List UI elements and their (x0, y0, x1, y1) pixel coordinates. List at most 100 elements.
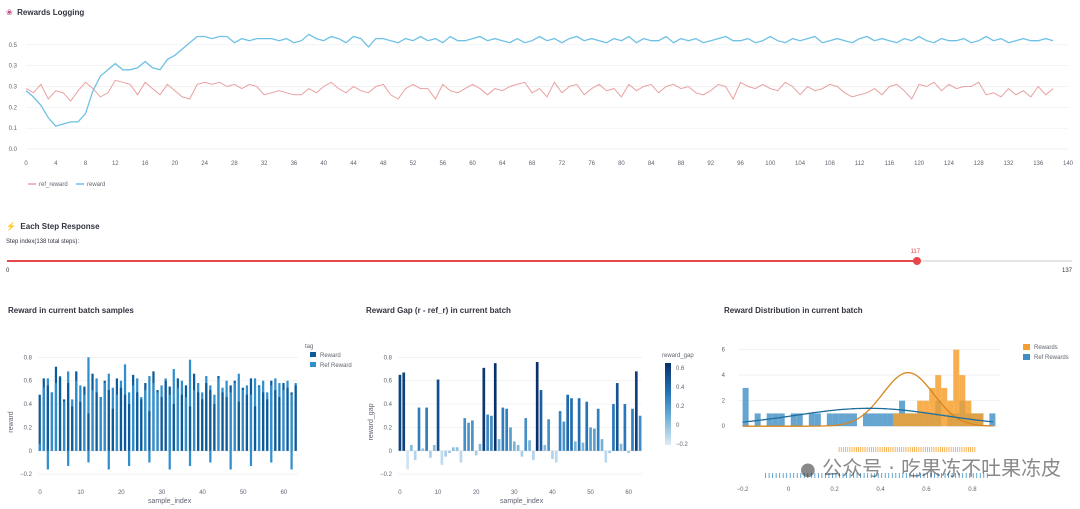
y-tick-label: 0 (722, 424, 726, 430)
dist-chart-title: Reward Distribution in current batch (724, 306, 863, 315)
gap-bar (612, 404, 615, 451)
bar-ref-reward (188, 359, 192, 451)
bar-reward (123, 394, 127, 451)
gap-chart-x-title: sample_index (500, 498, 544, 505)
bar-reward (58, 377, 62, 451)
x-tick-label: 76 (588, 161, 595, 167)
legend-swatch-ref-rewards (1023, 354, 1030, 360)
x-tick-label: 44 (350, 161, 357, 167)
x-tick-label: 60 (625, 490, 632, 496)
bar-reward (67, 383, 70, 451)
x-tick-label: 104 (795, 161, 806, 167)
x-tick-label: 50 (587, 490, 594, 496)
hist-bar-ref-rewards (887, 413, 894, 427)
gap-bar (444, 450, 448, 457)
x-tick-label: 112 (855, 161, 865, 167)
bar-chart-legend[interactable]: tag Reward Ref Reward (305, 344, 352, 369)
x-tick-label: 0 (787, 487, 791, 493)
bar-reward (140, 399, 143, 451)
legend-label-reward: reward (87, 182, 105, 188)
slider-thumb[interactable] (912, 257, 921, 265)
gap-bar (467, 422, 470, 451)
hist-bar-ref-rewards (881, 413, 888, 427)
x-tick-label: 56 (439, 161, 446, 167)
bar-chart-bars (38, 357, 297, 470)
gap-bar (429, 450, 432, 458)
bar-ref-reward-negative (270, 450, 273, 463)
bar-ref-reward (270, 385, 273, 451)
bar-reward (164, 380, 167, 451)
dist-chart-legend[interactable]: Rewards Ref Rewards (1023, 344, 1069, 361)
line-chart-series (25, 33, 1054, 127)
hist-bar-ref-rewards (742, 387, 749, 427)
density-curve-ref-rewards (742, 407, 994, 423)
line-chart-y-ticks: 0.0 0.1 0.2 0.3 0.3 0.5 (9, 43, 18, 153)
bar-ref-reward (184, 397, 188, 451)
hist-bar-ref-rewards (850, 413, 857, 427)
bar-ref-reward (217, 378, 220, 451)
x-tick-label: 60 (280, 490, 287, 496)
x-tick-label: 80 (618, 161, 625, 167)
reward-gap-chart: −0.2 0 0.2 0.4 0.6 0.8 0 10 20 30 40 50 60 sample_i… (368, 353, 694, 505)
gap-bar (589, 427, 592, 451)
step-index-slider[interactable]: 117 0 137 (6, 249, 1072, 277)
x-tick-label: 8 (84, 161, 88, 167)
bar-reward (119, 387, 123, 451)
x-tick-label: 30 (159, 490, 166, 496)
bar-reward (188, 406, 192, 451)
x-tick-label: 0 (398, 490, 402, 496)
gap-bar (436, 379, 440, 451)
colorbar-tick-label: 0.2 (676, 404, 685, 410)
bar-chart-y-title: reward (8, 411, 15, 433)
bar-ref-reward-negative (290, 450, 293, 470)
hist-bar-rewards (905, 413, 912, 427)
x-tick-label: 20 (172, 161, 179, 167)
gap-bar (471, 420, 474, 451)
bar-ref-reward (233, 383, 236, 451)
y-tick-label: 0.5 (9, 43, 18, 49)
x-tick-label: 140 (1063, 161, 1074, 167)
series-line-ref-reward (25, 79, 1054, 102)
gap-chart-title: Reward Gap (r - ref_r) in current batch (366, 306, 511, 315)
legend-swatch-reward-bar (310, 352, 316, 357)
bar-ref-reward (91, 390, 94, 451)
gap-bar (558, 411, 562, 451)
hist-bar-ref-rewards (796, 413, 803, 427)
gap-bar (631, 408, 634, 451)
bar-chart-x-ticks: 0 10 20 30 40 50 60 (38, 490, 287, 496)
hist-bar-ref-rewards (772, 413, 779, 427)
y-tick-label: 0.3 (9, 85, 18, 91)
gap-chart-y-title: reward_gap (368, 403, 375, 440)
brain-icon: ❀ (6, 8, 13, 17)
legend-swatch-rewards (1023, 344, 1030, 350)
gap-bar (520, 450, 524, 457)
bar-reward (127, 404, 131, 451)
gap-bar (535, 362, 539, 451)
y-tick-label: 0.8 (384, 355, 393, 361)
bar-ref-reward (103, 383, 106, 451)
bar-ref-reward-negative (229, 450, 232, 470)
bar-reward (213, 404, 216, 451)
bar-chart-x-title: sample_index (148, 498, 192, 505)
gap-bar (596, 408, 600, 451)
x-tick-label: 64 (499, 161, 506, 167)
bar-reward (136, 392, 139, 451)
gap-bar (478, 443, 482, 451)
hist-bar-ref-rewards (838, 413, 845, 427)
x-tick-label: 40 (549, 490, 556, 496)
hist-bar-ref-rewards (808, 413, 815, 427)
x-tick-label: 12 (112, 161, 119, 167)
line-chart-legend[interactable]: ref_reward reward (28, 182, 105, 188)
x-tick-label: 0.4 (876, 487, 885, 493)
x-tick-label: 0.6 (922, 487, 931, 493)
gap-chart-x-ticks: 0 10 20 30 40 50 60 (398, 490, 632, 496)
gap-bar (539, 390, 543, 451)
hist-bar-ref-rewards (862, 413, 869, 427)
gap-bar (554, 450, 558, 463)
gap-bar (547, 419, 550, 451)
bar-ref-reward (83, 394, 86, 451)
y-tick-label: 0 (29, 449, 33, 455)
x-tick-label: 88 (678, 161, 685, 167)
gap-bar (474, 450, 478, 456)
bar-ref-reward-negative (209, 450, 212, 463)
